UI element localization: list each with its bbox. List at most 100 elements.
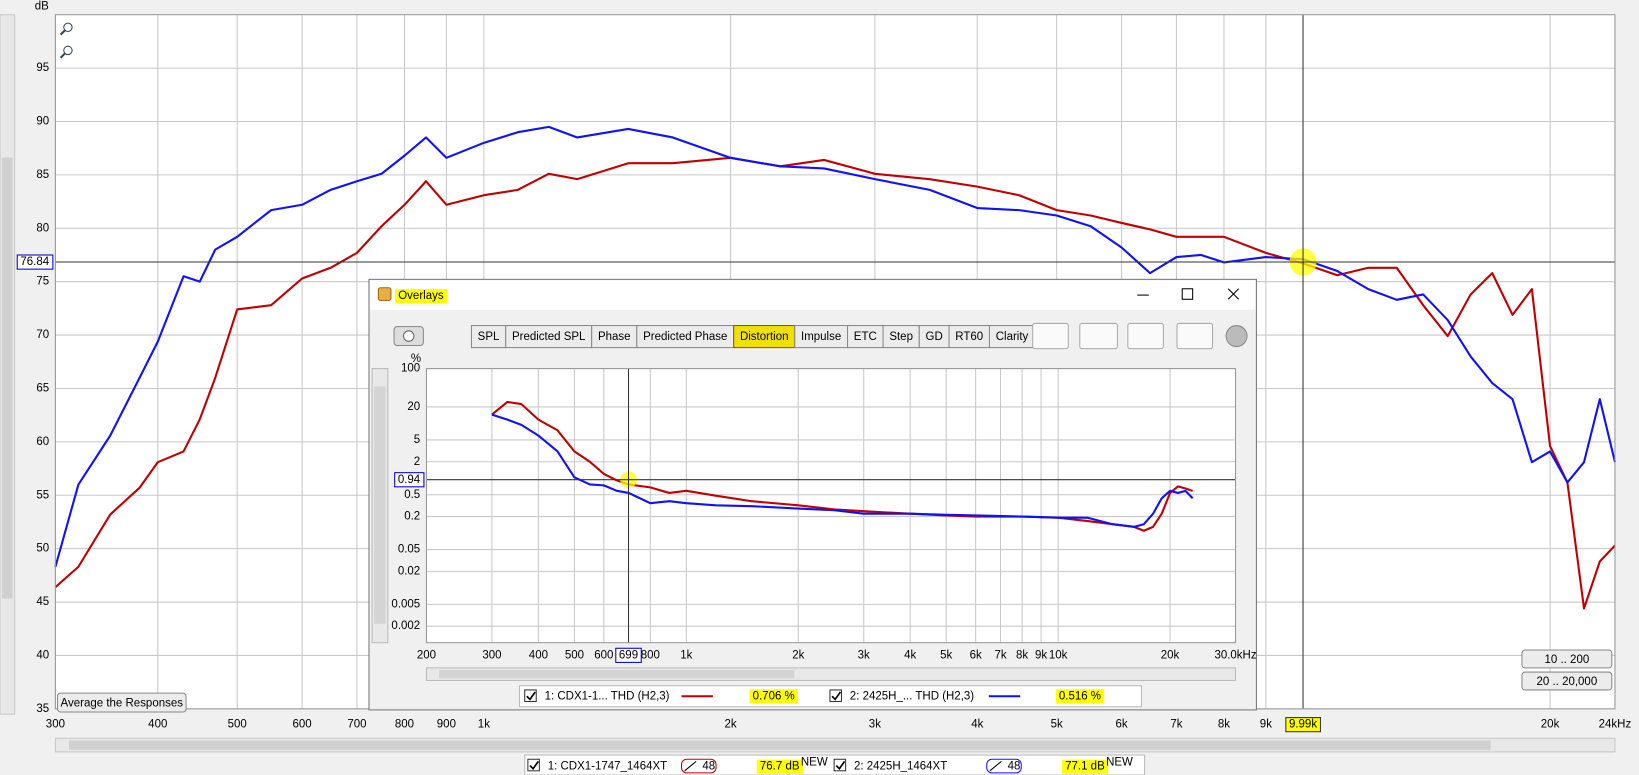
button-label[interactable]: 10 .. 200	[1545, 654, 1590, 666]
text-highlight	[1055, 689, 1105, 704]
x-tick-label: 500	[228, 719, 247, 731]
tab-label[interactable]: Clarity	[996, 331, 1029, 343]
legend-swatch-box	[986, 758, 1022, 774]
tab-label[interactable]: ETC	[854, 331, 877, 343]
x-tick-label: 900	[437, 719, 456, 731]
window-icon	[377, 287, 392, 301]
text-highlight	[394, 472, 425, 488]
legend-swatch-box	[681, 758, 717, 774]
x-tick-label: 2k	[792, 649, 804, 661]
x-tick-label: 7k	[1170, 719, 1182, 731]
y-tick-label: 75	[36, 276, 49, 288]
x-tick-label: 200	[417, 649, 436, 661]
toolbar-icon[interactable]	[1127, 322, 1164, 350]
text-highlight	[395, 289, 447, 304]
tab-label[interactable]: Step	[889, 331, 913, 343]
inset-h-thumb[interactable]	[439, 669, 795, 679]
tab-label[interactable]: Predicted SPL	[512, 331, 586, 343]
legend-badge: NEW	[801, 756, 828, 768]
cursor-y-label: 0.94	[398, 474, 421, 486]
text-highlight	[1285, 717, 1321, 733]
text-highlight	[1062, 759, 1109, 774]
button-label[interactable]: 20 .. 20,000	[1537, 676, 1598, 688]
x-tick-label: 20k	[1161, 649, 1180, 661]
legend-readout: 0.706 %	[753, 690, 795, 702]
checkbox[interactable]	[829, 689, 842, 703]
legend-name[interactable]: 1: CDX1-1747_1464XT	[548, 761, 667, 773]
tab-label[interactable]: Phase	[598, 331, 631, 343]
x-tick-label: 300	[482, 649, 501, 661]
close-button[interactable]	[1227, 288, 1240, 300]
y-tick-label: 5	[414, 434, 420, 446]
button[interactable]	[56, 692, 187, 713]
x-tick-label: 800	[395, 719, 414, 731]
checkbox[interactable]	[524, 689, 537, 703]
legend-readout: 77.1 dB	[1065, 761, 1105, 773]
toolbar-icon[interactable]	[1176, 322, 1214, 350]
x-tick-label: 6k	[970, 649, 982, 661]
legend-name[interactable]: 2: 2425H_... THD (H2,3)	[850, 690, 974, 702]
x-tick-label: 600	[293, 719, 312, 731]
x-tick-label: 20k	[1541, 719, 1560, 731]
legend-icon-text: 48	[702, 761, 715, 773]
check-mark	[831, 691, 842, 701]
y-axis-label: dB	[35, 0, 49, 12]
y-tick-label: 65	[36, 383, 49, 395]
y-tick-label: 90	[36, 116, 49, 128]
x-tick-label: 2k	[725, 719, 737, 731]
x-tick-label: 4k	[971, 719, 983, 731]
button[interactable]	[1521, 671, 1613, 691]
x-tick-label: 3k	[869, 719, 881, 731]
legend-name[interactable]: 1: CDX1-1... THD (H2,3)	[545, 690, 670, 702]
checkbox[interactable]	[527, 758, 540, 772]
y-tick-label: 2	[414, 456, 420, 468]
button-label[interactable]: Average the Responses	[61, 698, 184, 710]
legend-badge: NEW	[1106, 756, 1133, 768]
check-mark	[835, 760, 846, 770]
series-line	[54, 125, 1616, 568]
button[interactable]	[1521, 649, 1613, 669]
x-tick-label: 1k	[478, 719, 490, 731]
x-tick-label: 600	[594, 649, 613, 661]
y-tick-label: 55	[36, 489, 49, 501]
checkbox[interactable]	[833, 758, 847, 772]
inset-v-thumb[interactable]	[374, 386, 386, 624]
y-tick-label: 0.05	[398, 544, 420, 556]
y-tick-label: 50	[36, 543, 49, 555]
y-tick-label: 0.5	[404, 489, 420, 501]
h-scroll-thumb[interactable]	[68, 740, 1491, 750]
plot-border	[425, 368, 1237, 644]
window-title: Overlays	[398, 290, 444, 302]
zoom-icon[interactable]	[63, 22, 73, 33]
zoom-icon[interactable]	[63, 45, 73, 56]
x-tick-label: 400	[529, 649, 548, 661]
maximize-button[interactable]	[1181, 288, 1194, 300]
y-tick-label: 60	[36, 436, 49, 448]
cursor-y-label: 76.84	[20, 256, 49, 268]
tab-label[interactable]: Predicted Phase	[643, 331, 727, 343]
camera-lens	[402, 330, 415, 342]
x-tick-label: 9k	[1035, 649, 1047, 661]
toolbar-icon[interactable]	[1032, 322, 1069, 350]
settings-icon[interactable]	[1225, 325, 1248, 348]
tab-label[interactable]: Impulse	[801, 331, 841, 343]
x-tick-label: 6k	[1116, 719, 1128, 731]
zoom-icon-handle	[59, 52, 66, 59]
legend-name[interactable]: 2: 2425H_1464XT	[854, 761, 947, 773]
tab-label[interactable]: SPL	[478, 331, 500, 343]
x-tick-label: 5k	[1051, 719, 1063, 731]
cursor-x-label: 9.99k	[1289, 719, 1317, 731]
text-highlight	[749, 689, 798, 704]
x-tick-label: 700	[347, 719, 366, 731]
text-highlight	[16, 254, 54, 270]
tab-label[interactable]: RT60	[955, 331, 983, 343]
v-scroll-thumb[interactable]	[2, 157, 13, 599]
x-tick-label: 400	[148, 719, 167, 731]
check-mark	[529, 760, 539, 770]
toolbar-icon[interactable]	[1079, 322, 1118, 350]
x-tick-label: 500	[565, 649, 584, 661]
y-axis-label: %	[411, 353, 421, 365]
y-tick-label: 70	[36, 329, 49, 341]
tab-label[interactable]: GD	[926, 331, 943, 343]
tab-label[interactable]: Distortion	[740, 331, 789, 343]
